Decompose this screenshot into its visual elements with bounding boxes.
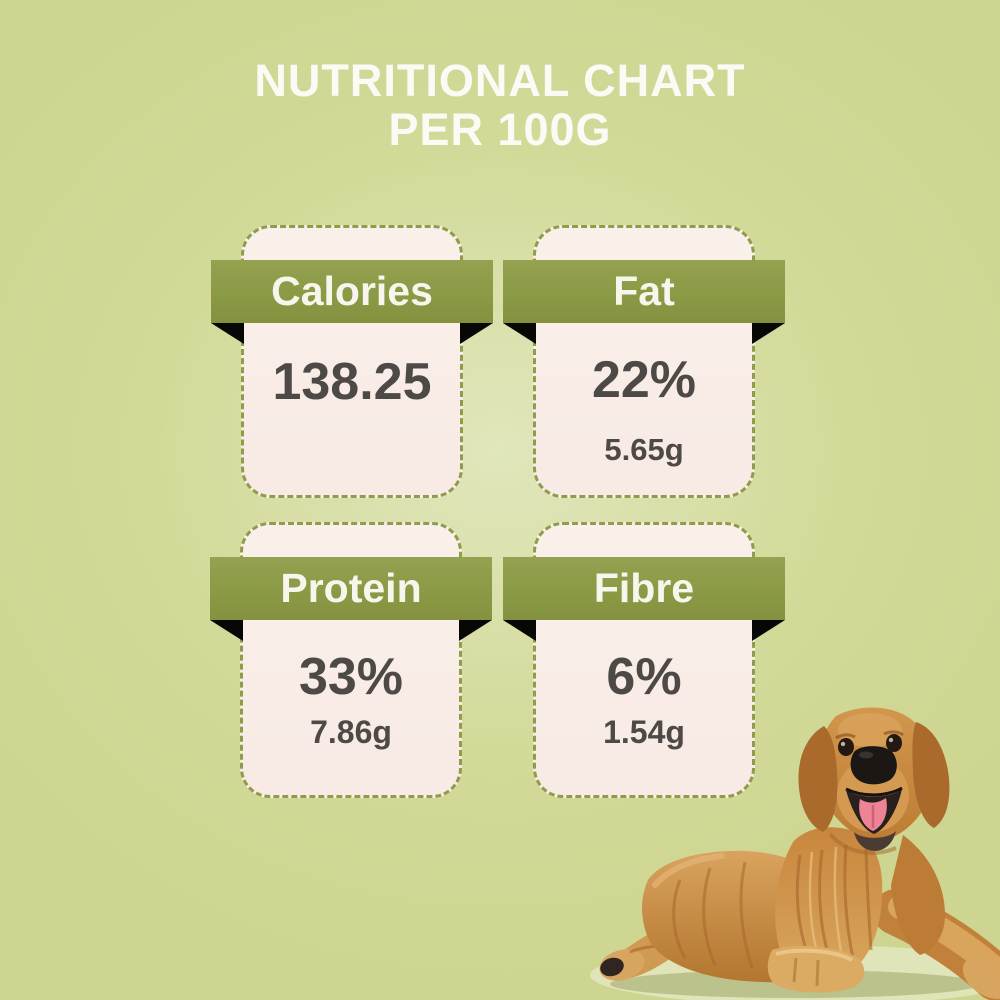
- card-fibre-label: Fibre: [593, 565, 695, 611]
- ribbon-fold-left: [210, 620, 243, 641]
- card-fibre-value: 6%: [606, 648, 682, 706]
- card-fibre: Fibre 6% 1.54g: [503, 522, 785, 798]
- page-title-line2: PER 100G: [388, 104, 612, 155]
- card-protein-label: Protein: [280, 565, 422, 611]
- card-calories-label: Calories: [271, 268, 433, 314]
- card-fat-grams: 5.65g: [604, 432, 684, 467]
- ribbon-fold-left: [211, 323, 244, 344]
- card-protein-ribbon: Protein: [210, 557, 492, 620]
- card-calories-value: 138.25: [272, 353, 432, 411]
- ribbon-fold-right: [752, 323, 785, 344]
- card-calories-ribbon: Calories: [211, 260, 493, 323]
- card-fat-value: 22%: [591, 351, 697, 409]
- card-fat-label: Fat: [613, 268, 675, 314]
- ribbon-fold-right: [459, 620, 492, 641]
- card-fibre-grams: 1.54g: [603, 714, 685, 750]
- golden-retriever-dog-image: [590, 707, 1000, 1000]
- card-fat: Fat 22% 5.65g: [503, 225, 785, 498]
- page-title-line1: NUTRITIONAL CHART: [254, 55, 746, 106]
- ribbon-fold-left: [503, 323, 536, 344]
- ribbon-fold-right: [752, 620, 785, 641]
- card-calories: Calories 138.25: [211, 225, 493, 498]
- ribbon-fold-left: [503, 620, 536, 641]
- card-protein-grams: 7.86g: [310, 714, 392, 750]
- card-protein-value: 33%: [298, 648, 404, 706]
- card-protein: Protein 33% 7.86g: [210, 522, 492, 798]
- page-title: NUTRITIONAL CHART PER 100G: [0, 56, 1000, 154]
- card-fat-ribbon: Fat: [503, 260, 785, 323]
- ribbon-fold-right: [460, 323, 493, 344]
- card-fibre-ribbon: Fibre: [503, 557, 785, 620]
